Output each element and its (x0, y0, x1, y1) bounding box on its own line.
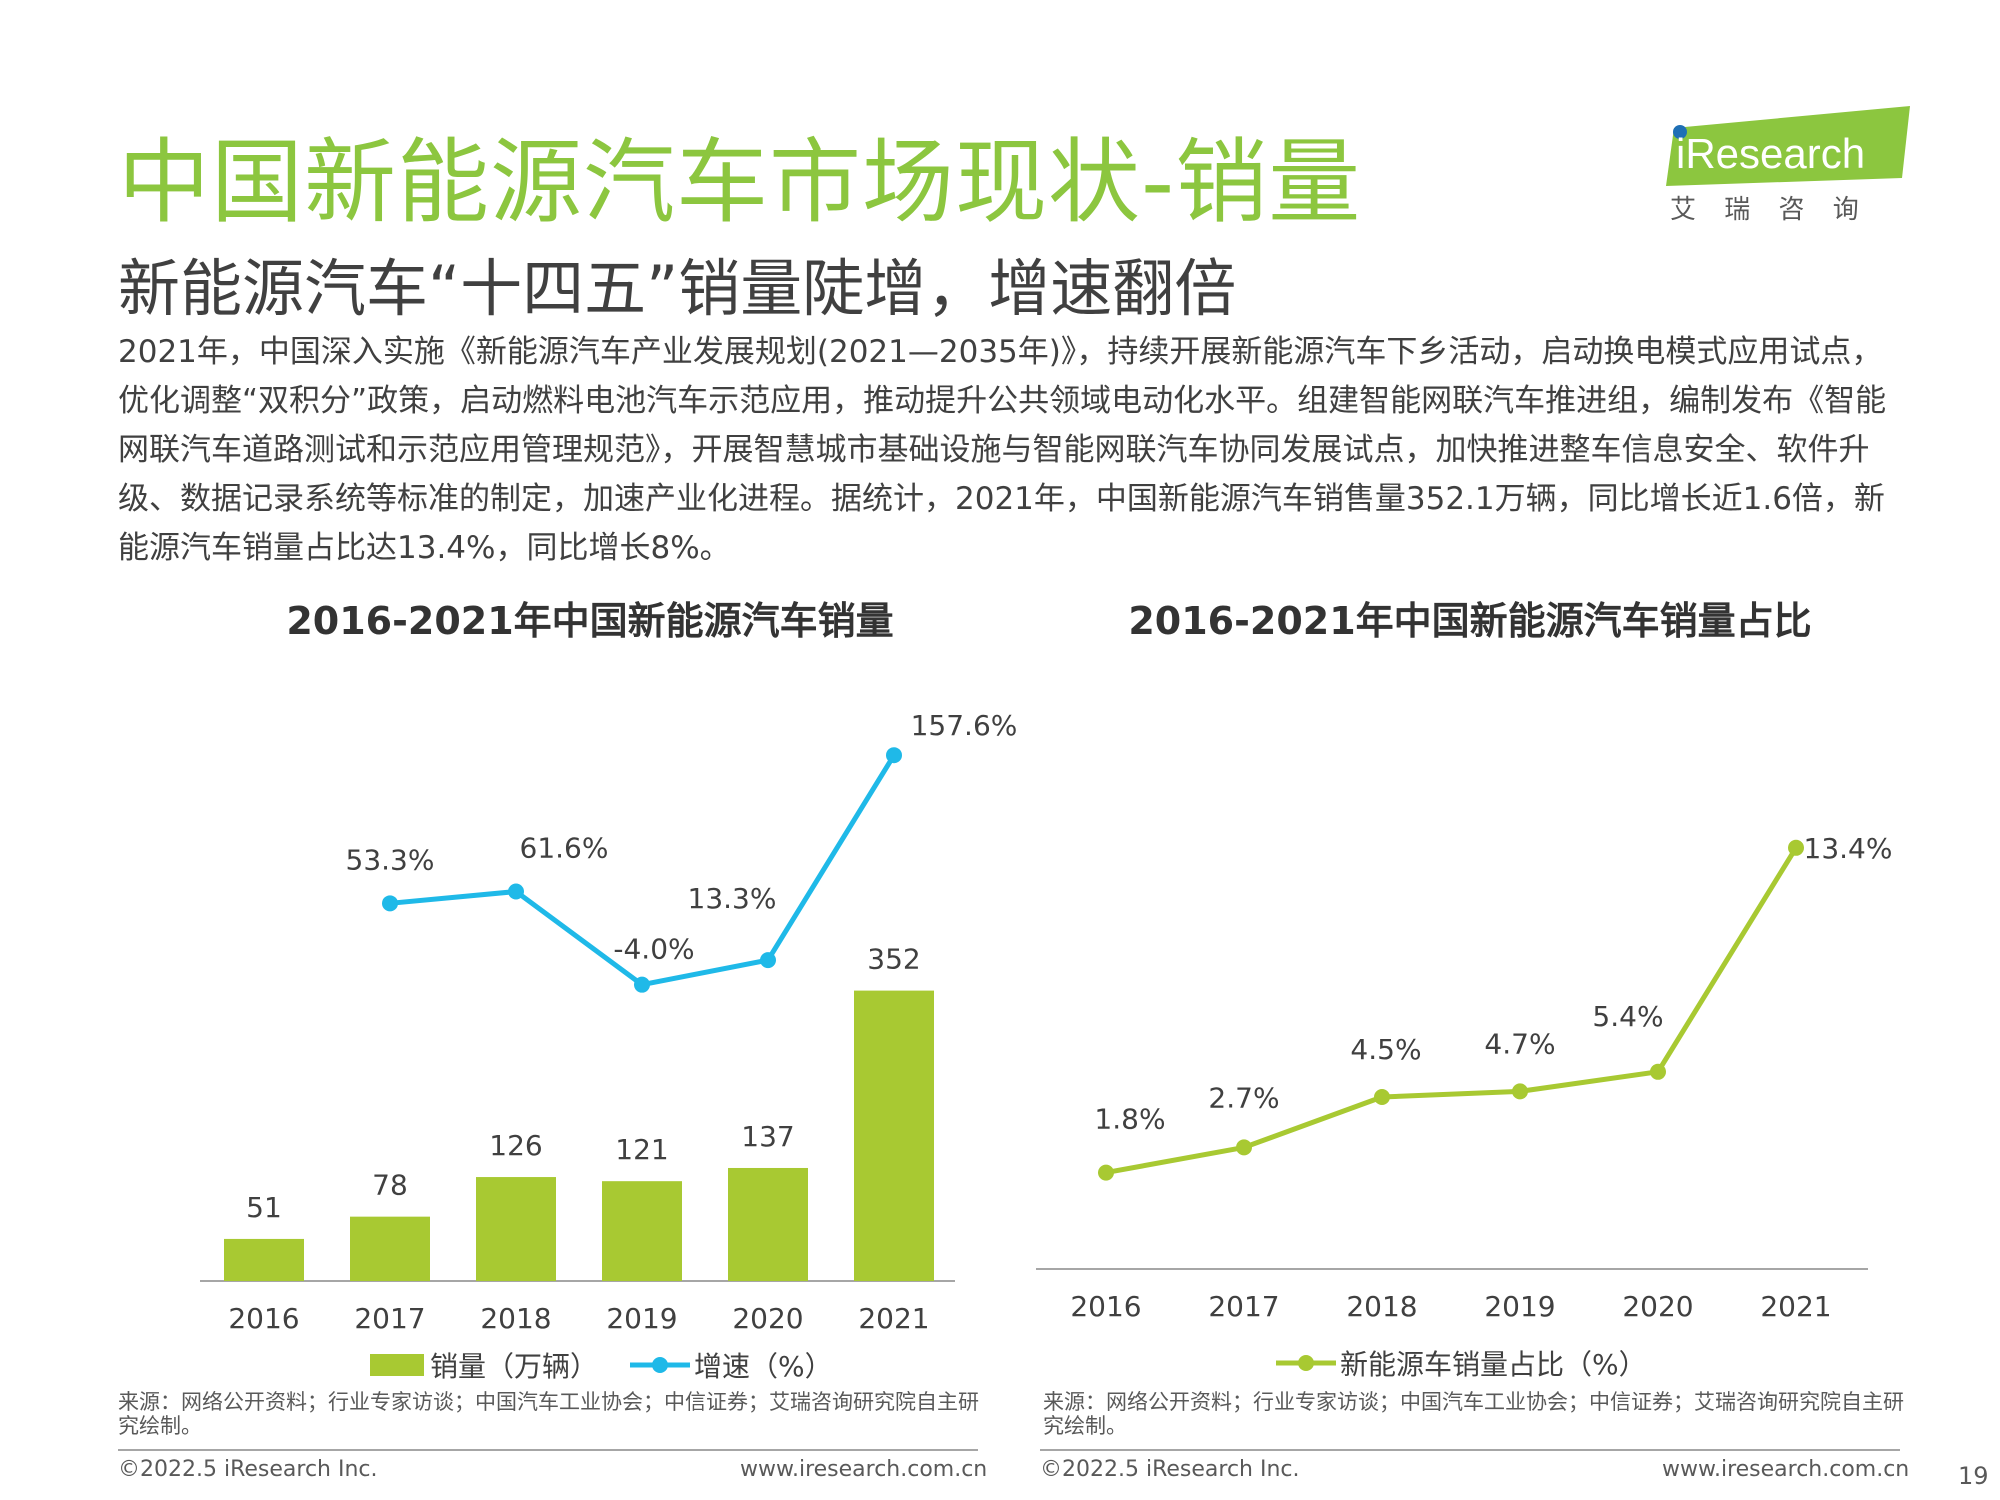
chart1-growth-label: 157.6% (911, 709, 1018, 742)
chart1-tick-label: 2016 (228, 1302, 299, 1335)
chart1-growth-point (886, 747, 902, 764)
chart1-growth-label: 13.3% (688, 882, 777, 915)
intro-paragraph: 2021年，中国深入实施《新能源汽车产业发展规划(2021—2035年)》，持续… (118, 334, 1887, 566)
chart1-tick-label: 2019 (606, 1302, 677, 1335)
iresearch-logo: iResearch 艾 瑞 咨 询 (1666, 106, 1910, 225)
chart1-legend-line-marker (652, 1357, 668, 1373)
chart2-share-point (1788, 839, 1804, 856)
chart2-tick-label: 2016 (1070, 1290, 1141, 1323)
chart1-bar (728, 1167, 808, 1281)
chart1-growth-label: -4.0% (613, 933, 694, 966)
chart1-title: 2016-2021年中国新能源汽车销量 (286, 599, 894, 643)
chart1-growth-point (508, 883, 524, 900)
chart1-bar-label: 51 (246, 1191, 282, 1224)
chart2-tick-label: 2020 (1622, 1290, 1693, 1323)
page-title: 中国新能源汽车市场现状-销量 (118, 129, 1362, 236)
chart1-growth-point (634, 976, 650, 993)
chart2-share-label: 2.7% (1208, 1081, 1279, 1114)
chart1-bar (854, 990, 934, 1281)
website-right[interactable]: www.iresearch.com.cn (1662, 1457, 1910, 1482)
chart1-tick-label: 2021 (858, 1302, 929, 1335)
chart2-share-point (1650, 1063, 1666, 1080)
logo-brand: iResearch (1676, 130, 1865, 177)
chart1-bar (350, 1216, 430, 1281)
chart1-bar-label: 121 (615, 1133, 668, 1166)
chart1-growth-label: 53.3% (346, 843, 435, 876)
chart1-bar (224, 1238, 304, 1281)
chart2-source: 来源：网络公开资料；行业专家访谈；中国汽车工业协会；中信证券；艾瑞咨询研究院自主… (1043, 1390, 1904, 1438)
chart1-legend-bar-swatch (370, 1354, 424, 1376)
footer-rule-left (118, 1449, 978, 1451)
footer-rule-right (1040, 1449, 1900, 1451)
chart2-share-label: 1.8% (1094, 1103, 1165, 1136)
chart1-legend-line-label: 增速（%） (694, 1350, 833, 1383)
chart1-bar-label: 352 (867, 943, 920, 976)
chart2-share-point (1374, 1089, 1390, 1105)
chart2-tick-label: 2017 (1208, 1290, 1279, 1323)
chart1-bar (476, 1177, 556, 1281)
chart2-title: 2016-2021年中国新能源汽车销量占比 (1128, 599, 1812, 643)
logo-banner (1666, 106, 1910, 186)
copyright-left: ©2022.5 iResearch Inc. (118, 1457, 378, 1482)
chart1-bar-label: 78 (372, 1169, 408, 1202)
chart1-bar-label: 137 (741, 1120, 794, 1153)
chart1-growth-point (382, 895, 398, 912)
chart1-bar-label: 126 (489, 1129, 542, 1162)
chart1-tick-label: 2020 (732, 1302, 803, 1335)
page-number: 19 (1958, 1462, 1989, 1490)
chart2-share-label: 13.4% (1804, 832, 1893, 865)
chart2-share-point (1236, 1139, 1252, 1156)
website-left[interactable]: www.iresearch.com.cn (740, 1457, 988, 1482)
chart2-share-label: 4.7% (1484, 1027, 1555, 1060)
chart2-share-line (1105, 846, 1799, 1176)
chart1-growth-label: 61.6% (520, 832, 609, 865)
chart1-source: 来源：网络公开资料；行业专家访谈；中国汽车工业协会；中信证券；艾瑞咨询研究院自主… (118, 1390, 979, 1438)
chart2-tick-label: 2018 (1346, 1290, 1417, 1323)
copyright-right: ©2022.5 iResearch Inc. (1040, 1457, 1300, 1482)
chart1-legend-bar-label: 销量（万辆） (430, 1350, 598, 1383)
chart2-tick-label: 2019 (1484, 1290, 1555, 1323)
page-subtitle: 新能源汽车“十四五”销量陡增，增速翻倍 (118, 252, 1237, 325)
chart2-legend-marker (1298, 1355, 1314, 1371)
chart1-tick-label: 2018 (480, 1302, 551, 1335)
chart2-share-point (1098, 1164, 1114, 1181)
chart1-tick-label: 2017 (354, 1302, 425, 1335)
chart2-share-point (1512, 1083, 1528, 1100)
logo-cn: 艾 瑞 咨 询 (1670, 195, 1869, 225)
chart2-tick-label: 2021 (1760, 1290, 1831, 1323)
chart1-growth-point (760, 952, 776, 969)
logo-dot (1673, 125, 1687, 139)
chart2-legend-label: 新能源车销量占比（%） (1340, 1348, 1647, 1381)
chart1-bar (602, 1181, 682, 1281)
chart2-share-label: 5.4% (1592, 1000, 1663, 1033)
chart2-share-label: 4.5% (1350, 1033, 1421, 1066)
